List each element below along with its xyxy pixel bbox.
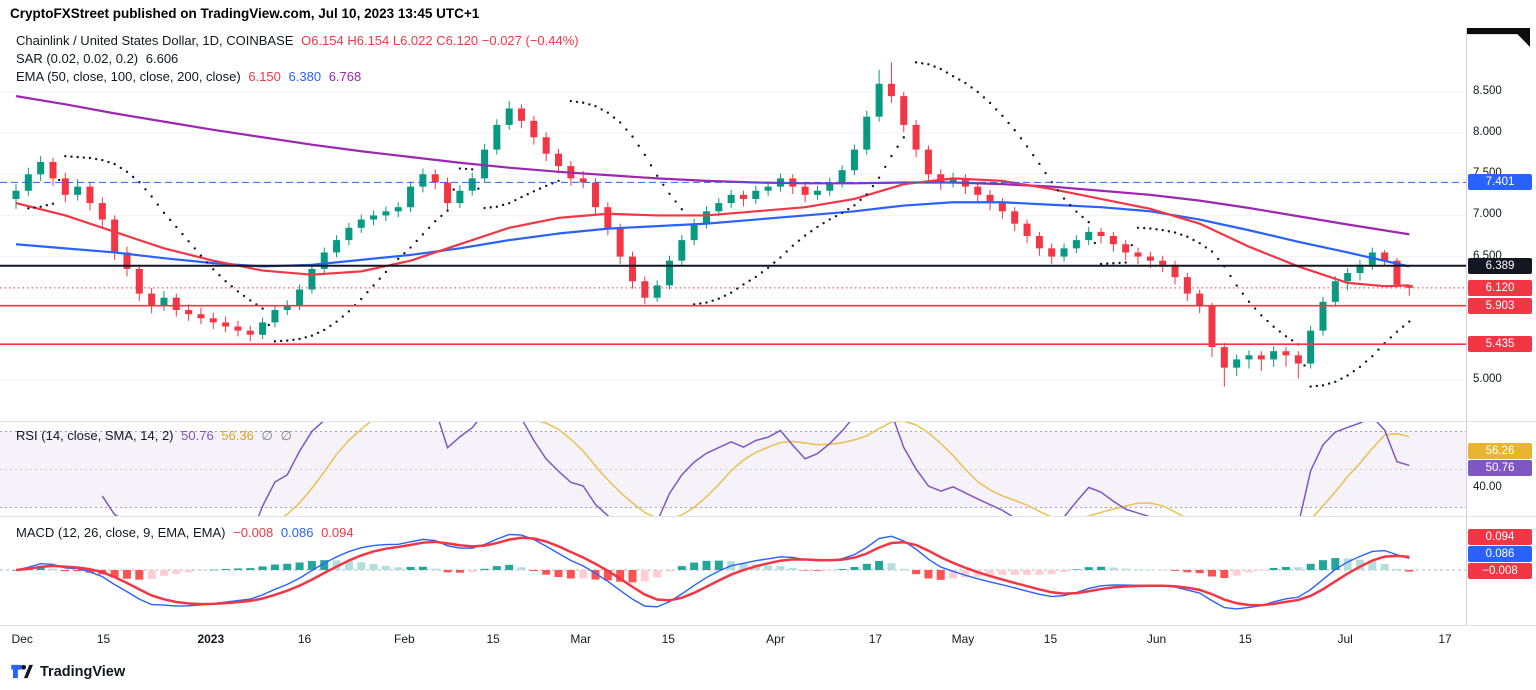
tradingview-logo-icon — [11, 664, 33, 679]
ema-legend-row: EMA (50, close, 100, close, 200, close) … — [16, 69, 365, 84]
macd-hist-value: −0.008 — [233, 525, 274, 540]
rsi-label: RSI (14, close, SMA, 14, 2) — [16, 428, 174, 443]
macd-legend-row: MACD (12, 26, close, 9, EMA, EMA) −0.008… — [16, 525, 358, 540]
rsi-upper-band-off: ∅ — [261, 428, 273, 443]
time-axis-label: 15 — [661, 632, 675, 646]
price-level-badge: 5.435 — [1468, 336, 1532, 353]
ema200-value: 6.768 — [328, 69, 362, 84]
price-level-badge: 6.389 — [1468, 257, 1532, 274]
macd-line-value: 0.086 — [280, 525, 314, 540]
time-axis-label: Jun — [1146, 632, 1167, 646]
rsi-pane — [0, 421, 1466, 516]
macd-signal-value: 0.094 — [321, 525, 354, 540]
ema200-line — [15, 95, 1410, 236]
price-axis-label: 5.000 — [1473, 372, 1502, 385]
time-axis-label: Jul — [1337, 632, 1353, 646]
macd-pane — [0, 533, 1466, 610]
time-axis-label: 16 — [297, 632, 312, 646]
time-axis-label: 15 — [96, 632, 111, 646]
time-axis-label: Apr — [766, 632, 785, 646]
tradingview-wordmark: TradingView — [40, 663, 126, 680]
time-axis-label: 17 — [1438, 632, 1452, 646]
ema50-line — [15, 177, 1410, 288]
publisher-attribution: CryptoFXStreet published on TradingView.… — [10, 6, 480, 21]
ohlc-values: O6.154 H6.154 L6.022 C6.120 −0.027 (−0.4… — [301, 33, 579, 48]
price-levels — [0, 181, 1466, 346]
time-axis-label: Mar — [570, 632, 592, 646]
sar-value: 6.606 — [145, 51, 179, 66]
macd-label: MACD (12, 26, close, 9, EMA, EMA) — [16, 525, 226, 540]
price-level-badge: 7.401 — [1468, 174, 1532, 191]
macd-value-badge: 0.094 — [1468, 528, 1532, 545]
price-level-badge: 6.120 — [1468, 279, 1532, 296]
ema100-value: 6.380 — [288, 69, 322, 84]
macd-value-badge: 0.086 — [1468, 545, 1532, 562]
time-axis-label: 15 — [486, 632, 500, 646]
macd-value-badge: −0.008 — [1468, 562, 1532, 579]
main-gridlines — [0, 91, 1466, 381]
price-axis-label: 8.000 — [1473, 126, 1502, 139]
rsi-lower-band-off: ∅ — [280, 428, 292, 443]
symbol-title: Chainlink / United States Dollar, 1D, CO… — [16, 33, 294, 48]
time-axis-label: 17 — [868, 632, 883, 646]
ema50-value: 6.150 — [248, 69, 281, 84]
time-axis-label: 2023 — [197, 632, 225, 646]
pane-separators — [0, 28, 1536, 626]
ema-label: EMA (50, close, 100, close, 200, close) — [16, 69, 241, 84]
sar-legend-row: SAR (0.02, 0.02, 0.2) 6.606 — [16, 51, 182, 66]
sar-label: SAR (0.02, 0.02, 0.2) — [16, 51, 139, 66]
price-axis-label: 8.500 — [1473, 85, 1502, 97]
time-axis-label: May — [951, 632, 975, 646]
rsi-value-badge: 56.26 — [1468, 443, 1532, 459]
time-axis-label: Feb — [394, 632, 415, 646]
symbol-legend-row: Chainlink / United States Dollar, 1D, CO… — [16, 33, 583, 48]
sar-dots — [27, 61, 1411, 388]
time-axis-label: 15 — [1238, 632, 1252, 646]
rsi-value-badge: 50.76 — [1468, 460, 1532, 476]
time-axis-label: Dec — [11, 632, 33, 646]
price-level-badge: 5.903 — [1468, 297, 1532, 314]
rsi-legend-row: RSI (14, close, SMA, 14, 2) 50.76 56.36 … — [16, 428, 296, 444]
footer-brand[interactable]: TradingView — [10, 662, 125, 681]
time-axis-label: 15 — [1043, 632, 1058, 646]
price-axis-label: 7.000 — [1473, 208, 1502, 221]
rsi-value: 50.76 — [181, 428, 214, 443]
rsi-axis-label: 40.00 — [1473, 481, 1502, 494]
rsi-ma-value: 56.36 — [221, 428, 254, 443]
